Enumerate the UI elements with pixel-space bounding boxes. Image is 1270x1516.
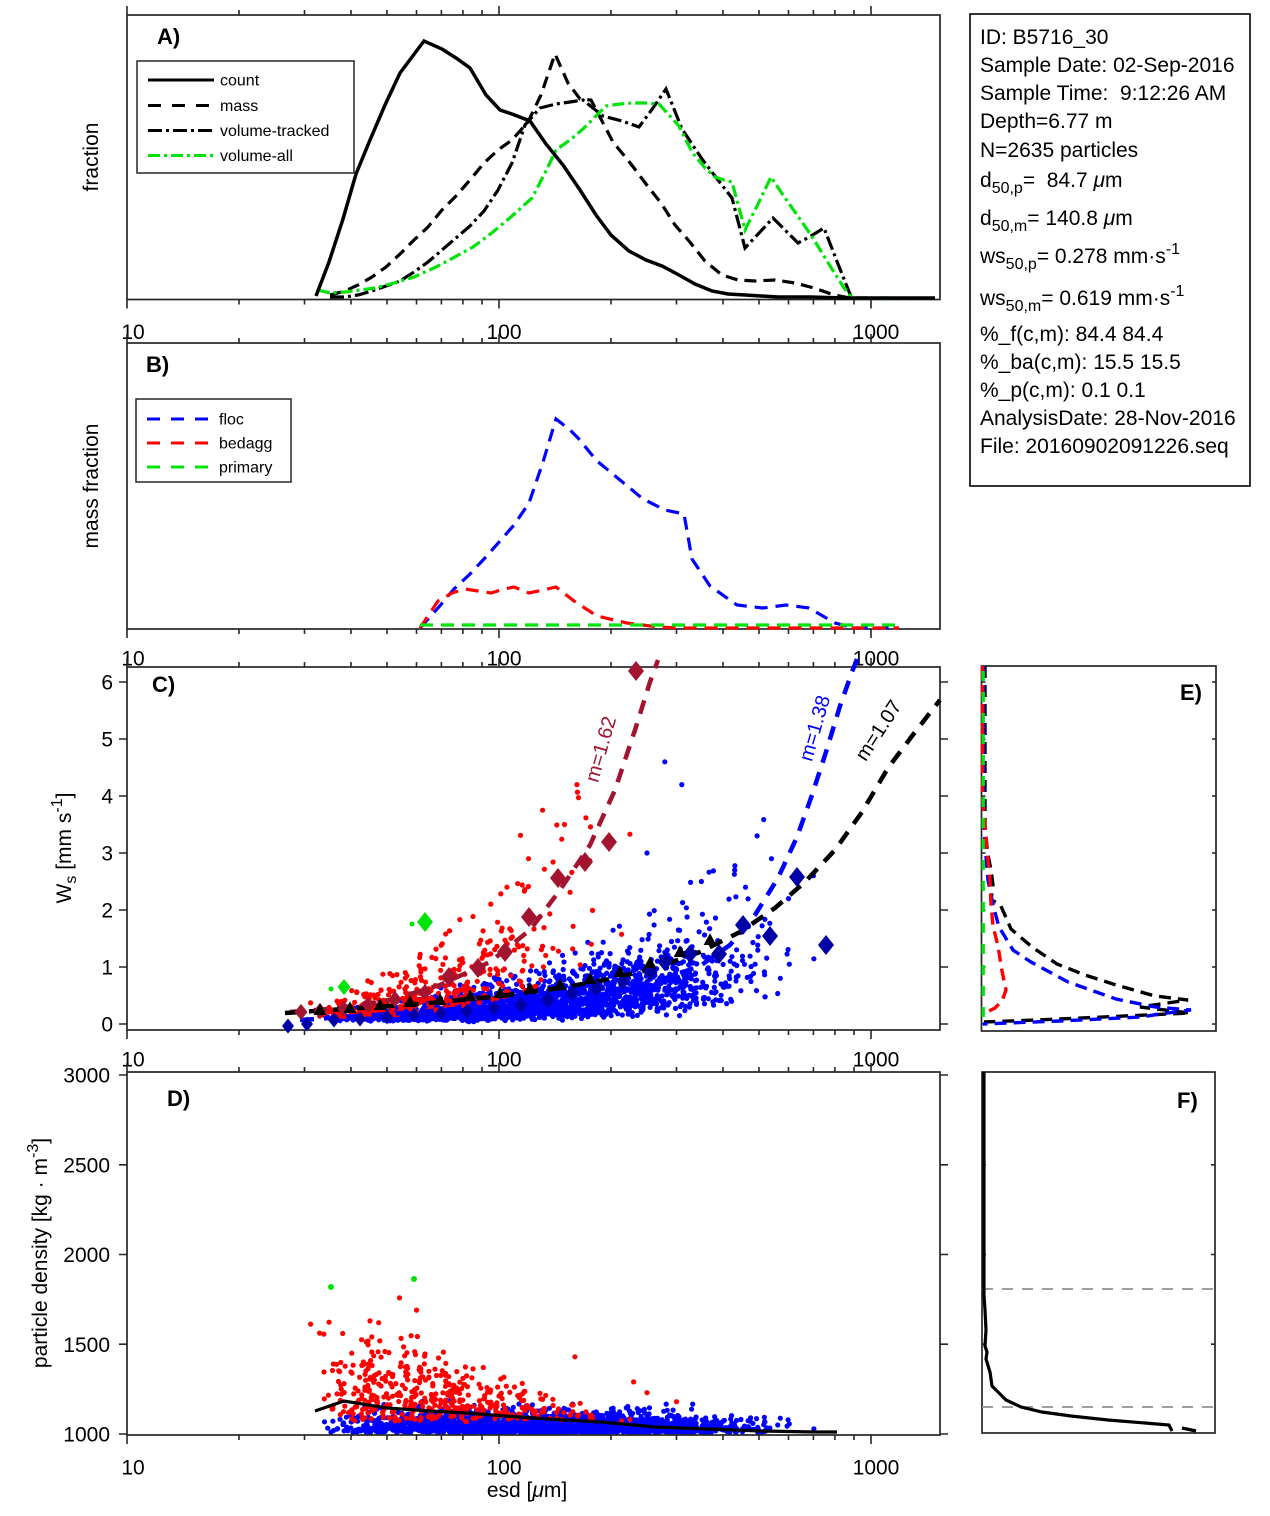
svg-text:A): A) [157,24,180,49]
svg-text:bedagg: bedagg [219,436,272,453]
svg-text:1000: 1000 [853,321,900,344]
svg-text:fraction: fraction [80,123,103,192]
svg-text:mass: mass [220,98,258,115]
svg-text:1000: 1000 [853,648,900,671]
svg-text:mass fraction: mass fraction [80,424,103,549]
svg-text:volume-all: volume-all [220,148,293,165]
svg-text:100: 100 [486,321,521,344]
svg-text:count: count [220,73,260,90]
svg-text:B): B) [146,352,169,377]
svg-text:primary: primary [219,460,272,477]
svg-text:volume-tracked: volume-tracked [220,123,329,140]
svg-text:100: 100 [486,648,521,671]
svg-text:floc: floc [219,412,244,429]
svg-text:10: 10 [121,321,144,344]
